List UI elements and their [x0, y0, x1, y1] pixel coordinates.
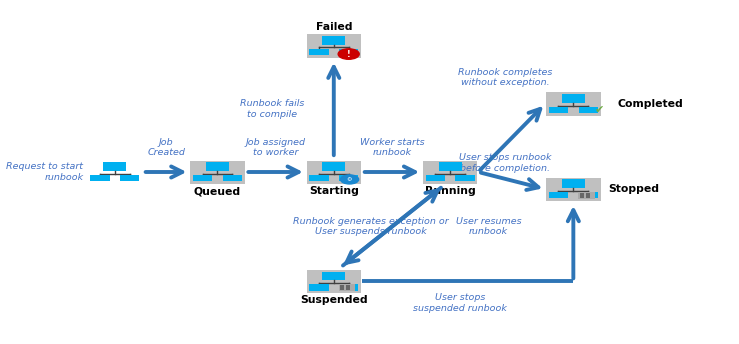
Text: Worker starts
runbook: Worker starts runbook [360, 138, 424, 157]
FancyBboxPatch shape [579, 192, 598, 198]
Text: Job
Created: Job Created [147, 138, 185, 157]
FancyBboxPatch shape [322, 271, 345, 280]
FancyBboxPatch shape [580, 193, 584, 198]
FancyBboxPatch shape [322, 162, 345, 171]
Circle shape [341, 175, 358, 184]
FancyBboxPatch shape [578, 192, 595, 199]
FancyBboxPatch shape [341, 285, 344, 290]
Text: Running: Running [425, 186, 475, 196]
FancyBboxPatch shape [103, 162, 126, 171]
FancyBboxPatch shape [546, 178, 601, 201]
FancyBboxPatch shape [206, 162, 229, 171]
Circle shape [338, 49, 359, 59]
FancyBboxPatch shape [562, 94, 585, 103]
Text: User stops runbook
before completion.: User stops runbook before completion. [459, 153, 551, 173]
FancyBboxPatch shape [190, 161, 245, 184]
FancyBboxPatch shape [549, 107, 568, 113]
FancyBboxPatch shape [193, 175, 212, 181]
FancyBboxPatch shape [309, 175, 329, 181]
FancyBboxPatch shape [339, 49, 358, 55]
Text: !: ! [347, 50, 350, 58]
FancyBboxPatch shape [309, 49, 329, 55]
FancyBboxPatch shape [322, 36, 345, 45]
Text: Job assigned
to worker: Job assigned to worker [245, 138, 306, 157]
FancyBboxPatch shape [338, 284, 355, 291]
Text: Completed: Completed [617, 99, 683, 109]
FancyBboxPatch shape [307, 161, 361, 184]
FancyBboxPatch shape [347, 285, 350, 290]
FancyBboxPatch shape [339, 175, 358, 181]
FancyBboxPatch shape [579, 107, 598, 113]
Text: ✔: ✔ [595, 105, 605, 115]
FancyBboxPatch shape [222, 175, 242, 181]
FancyBboxPatch shape [562, 180, 585, 188]
FancyBboxPatch shape [90, 175, 109, 181]
FancyBboxPatch shape [423, 161, 477, 184]
FancyBboxPatch shape [307, 34, 361, 58]
Text: User stops
suspended runbook: User stops suspended runbook [414, 293, 508, 313]
FancyBboxPatch shape [426, 175, 445, 181]
Text: Starting: Starting [309, 186, 358, 196]
Text: Runbook completes
without exception.: Runbook completes without exception. [457, 68, 552, 87]
Text: Queued: Queued [194, 186, 241, 196]
FancyBboxPatch shape [546, 93, 601, 116]
Text: Request to start
runbook: Request to start runbook [7, 162, 84, 182]
FancyBboxPatch shape [455, 175, 474, 181]
FancyBboxPatch shape [120, 175, 139, 181]
Text: Runbook generates exception or
User suspends runbook: Runbook generates exception or User susp… [293, 217, 449, 236]
Text: User resumes
runbook: User resumes runbook [456, 217, 522, 236]
FancyBboxPatch shape [307, 270, 361, 293]
FancyBboxPatch shape [439, 162, 462, 171]
Text: Suspended: Suspended [300, 295, 367, 305]
Text: Stopped: Stopped [608, 184, 659, 194]
Text: Runbook fails
to compile: Runbook fails to compile [240, 99, 304, 119]
FancyBboxPatch shape [586, 193, 590, 198]
FancyBboxPatch shape [549, 192, 568, 198]
FancyBboxPatch shape [309, 284, 329, 291]
Text: ⚙: ⚙ [347, 177, 353, 182]
FancyBboxPatch shape [339, 284, 358, 291]
Text: Failed: Failed [316, 22, 352, 32]
